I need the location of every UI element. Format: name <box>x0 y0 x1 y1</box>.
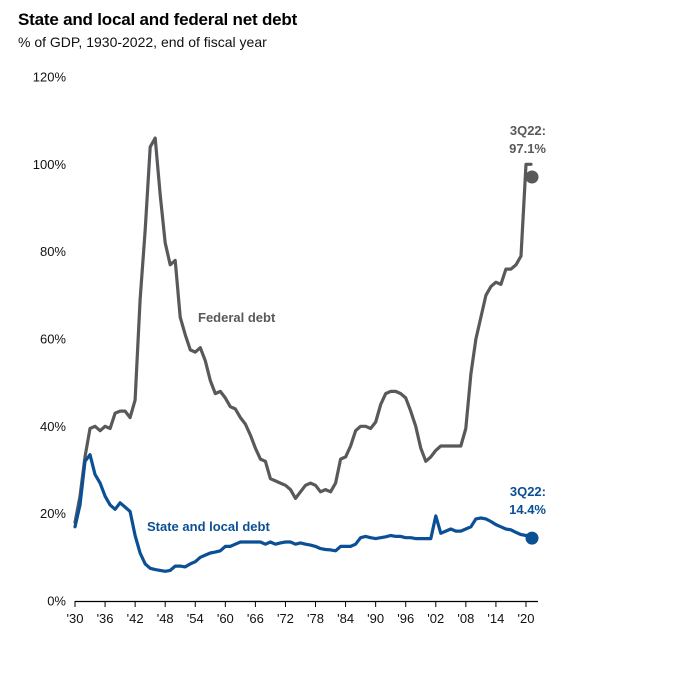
y-tick-label: 0% <box>47 594 66 609</box>
x-tick-label: '66 <box>247 611 264 626</box>
annotations: 3Q22: 97.1% 3Q22: 14.4% Federal debt State an… <box>147 123 546 545</box>
x-tick-label: '60 <box>217 611 234 626</box>
x-tick-label: '14 <box>487 611 504 626</box>
y-tick-label: 80% <box>40 244 66 259</box>
y-tick-label: 120% <box>33 70 67 85</box>
state-and-local-debt-endpoint-marker <box>525 531 539 545</box>
chart-title: State and local and federal net debt <box>18 10 298 29</box>
x-tick-label: '78 <box>307 611 324 626</box>
federal-debt-endpoint-marker <box>525 170 539 184</box>
federal-debt-line <box>73 136 533 525</box>
state-and-local-debt-endpoint-label-value: 14.4% <box>509 502 546 517</box>
x-tick-label: '90 <box>367 611 384 626</box>
x-tick-label: '36 <box>97 611 114 626</box>
x-tick-label: '54 <box>187 611 204 626</box>
federal-debt-series-label: Federal debt <box>198 310 276 325</box>
x-tick-label: '20 <box>518 611 535 626</box>
y-axis-labels: 0% 20% 40% 60% 80% 100% 120% <box>33 70 67 609</box>
y-tick-label: 20% <box>40 506 66 521</box>
x-tick-label: '30 <box>67 611 84 626</box>
y-tick-label: 40% <box>40 419 66 434</box>
x-tick-label: '42 <box>127 611 144 626</box>
x-tick-label: '84 <box>337 611 354 626</box>
state-and-local-debt-series-label: State and local debt <box>147 519 270 534</box>
state-and-local-debt-line <box>73 453 533 573</box>
x-tick-label: '48 <box>157 611 174 626</box>
y-tick-label: 60% <box>40 332 66 347</box>
federal-debt-endpoint-label-period: 3Q22: <box>510 123 546 138</box>
x-tick-label: '96 <box>397 611 414 626</box>
x-axis-ticks: '30 '36 '42 '48 '54 '60 '66 '72 '78 '84 '90 '96 '02 '… <box>67 601 535 626</box>
chart-subtitle: % of GDP, 1930-2022, end of fiscal year <box>18 34 267 50</box>
state-and-local-debt-endpoint-label-period: 3Q22: <box>510 484 546 499</box>
plot-lines <box>73 136 533 573</box>
federal-debt-endpoint-label-value: 97.1% <box>509 141 546 156</box>
x-tick-label: '08 <box>457 611 474 626</box>
x-tick-label: '02 <box>427 611 444 626</box>
y-tick-label: 100% <box>33 157 67 172</box>
x-tick-label: '72 <box>277 611 294 626</box>
